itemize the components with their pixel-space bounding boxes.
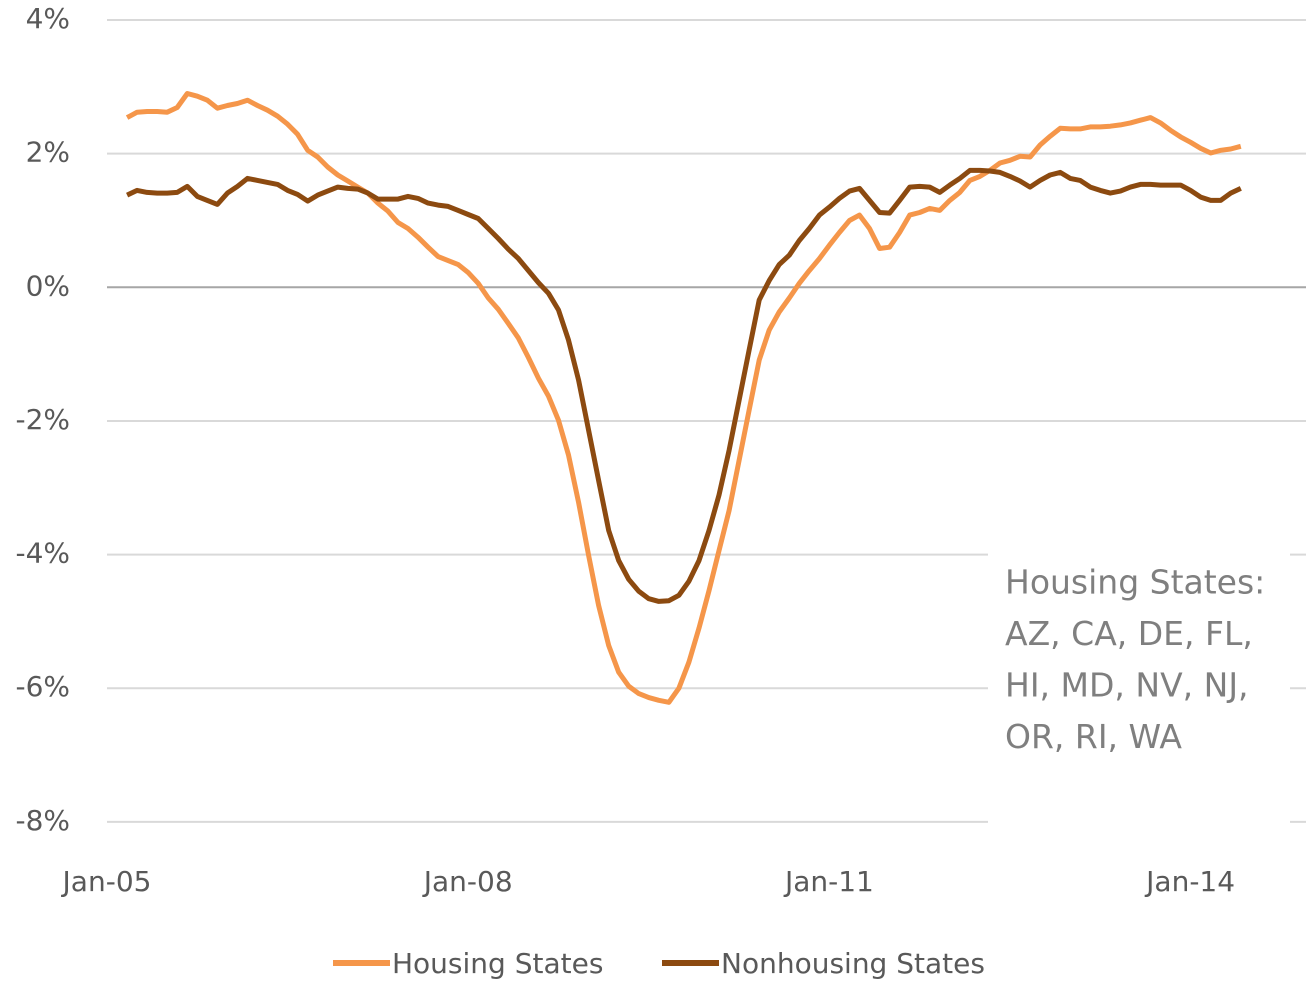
annotation-box [988, 545, 1290, 835]
y-tick-label: -2% [15, 403, 70, 436]
series-line [126, 167, 1242, 604]
y-tick-label: -6% [15, 670, 70, 703]
x-tick-label: Jan-11 [783, 865, 874, 898]
legend-label: Housing States [392, 947, 603, 980]
x-tick-label: Jan-05 [61, 865, 152, 898]
annotation: OR, RI, WA [1005, 717, 1182, 756]
y-tick-label: 4% [26, 2, 70, 35]
y-tick-label: -4% [15, 537, 70, 570]
annotation: AZ, CA, DE, FL, [1005, 614, 1253, 653]
series-line [125, 91, 1242, 705]
y-tick-label: 0% [26, 269, 70, 302]
y-tick-label: 2% [26, 136, 70, 169]
x-tick-label: Jan-08 [422, 865, 513, 898]
x-tick-label: Jan-14 [1144, 865, 1235, 898]
annotation: HI, MD, NV, NJ, [1005, 666, 1249, 705]
legend-label: Nonhousing States [721, 947, 985, 980]
annotation: Housing States: [1005, 563, 1265, 602]
y-tick-label: -8% [15, 804, 70, 837]
